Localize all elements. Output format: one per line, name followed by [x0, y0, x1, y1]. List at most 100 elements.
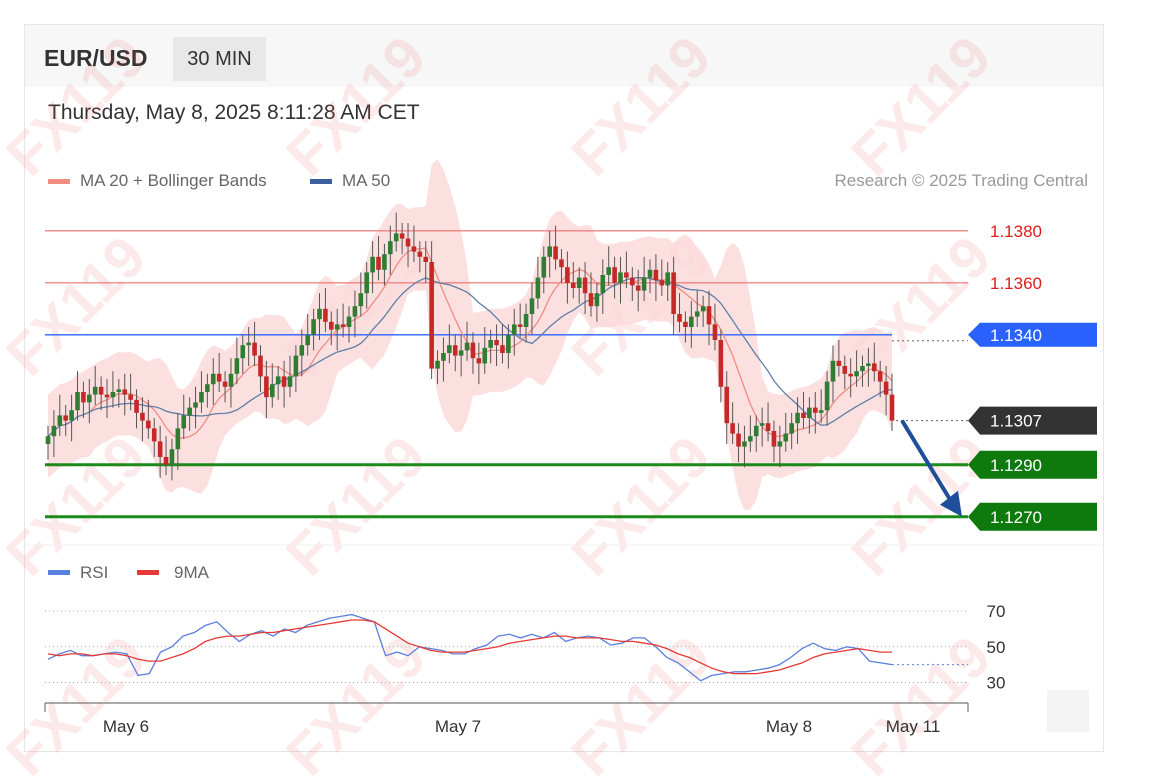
- ma20-line: [47, 247, 893, 439]
- candle-body: [382, 254, 387, 270]
- candle: [807, 397, 812, 434]
- forecast-arrow-head: [940, 490, 962, 517]
- candle-body: [122, 389, 128, 395]
- candle: [181, 394, 187, 439]
- candle-body: [388, 241, 393, 255]
- candle-body: [110, 392, 116, 398]
- candle: [246, 327, 251, 366]
- candle: [659, 259, 665, 296]
- candle-body: [848, 373, 853, 377]
- candle: [116, 379, 122, 408]
- candle-body: [482, 347, 488, 364]
- rsi-ma-legend-label: 9MA: [174, 563, 210, 582]
- x-tick-label: May 6: [103, 717, 149, 736]
- candle: [104, 379, 110, 418]
- candle-body: [264, 376, 269, 398]
- candle: [134, 389, 139, 429]
- candle: [146, 399, 151, 439]
- candle-body: [51, 425, 57, 437]
- candle-body: [641, 277, 647, 291]
- candle: [771, 420, 777, 463]
- timeframe-badge[interactable]: 30 MIN: [173, 37, 266, 81]
- level-tag-current: [968, 406, 1097, 435]
- candle: [647, 259, 653, 294]
- candle: [423, 241, 429, 283]
- candle: [452, 334, 458, 372]
- candle-body: [240, 345, 246, 359]
- candle-body: [612, 267, 617, 283]
- candle-body: [352, 306, 358, 317]
- candle-body: [429, 262, 434, 369]
- candle: [458, 334, 464, 377]
- candle: [736, 423, 741, 463]
- candle-body: [683, 321, 688, 327]
- rsi-legend-label: RSI: [80, 563, 108, 582]
- candle: [364, 262, 370, 309]
- candle-body: [824, 381, 830, 411]
- candle-body: [92, 386, 98, 395]
- candle: [234, 337, 240, 385]
- candle: [157, 425, 163, 478]
- candle-body: [795, 412, 800, 424]
- candle-body: [594, 293, 600, 307]
- candle-body: [724, 386, 730, 424]
- candle: [75, 371, 80, 421]
- candle: [871, 342, 877, 382]
- candle-body: [523, 314, 529, 327]
- candle: [169, 438, 175, 481]
- candle: [535, 256, 541, 309]
- candle: [441, 337, 446, 382]
- candle-body: [376, 256, 381, 270]
- candle-body: [470, 342, 476, 359]
- candle-body: [842, 366, 848, 374]
- candle-body: [529, 298, 535, 314]
- level-label-pivot: 1.1340: [990, 326, 1042, 345]
- candle: [352, 290, 358, 338]
- candle: [824, 371, 830, 426]
- candle: [730, 402, 735, 444]
- candle-body: [63, 415, 69, 421]
- watermark-text: FX119: [0, 624, 158, 779]
- candle-body: [659, 280, 665, 286]
- candle-body: [488, 340, 493, 348]
- candle: [500, 324, 505, 364]
- candle-body: [405, 238, 411, 247]
- candle: [541, 246, 547, 294]
- candle: [488, 329, 493, 364]
- level-label-resistance: 1.1360: [990, 274, 1042, 293]
- candle-body: [435, 360, 440, 369]
- candle-body: [140, 412, 145, 421]
- candle-body: [618, 272, 623, 283]
- candle-body: [87, 394, 92, 403]
- candle-body: [559, 259, 564, 268]
- candle: [417, 241, 423, 273]
- candle: [175, 412, 181, 470]
- candle-body: [830, 360, 836, 382]
- candle-body: [98, 386, 104, 395]
- candle: [783, 412, 789, 452]
- candle: [718, 329, 724, 403]
- rsi-line: [47, 613, 893, 682]
- pair-title: EUR/USD: [44, 45, 148, 71]
- candle-body: [700, 306, 706, 312]
- candle-body: [187, 407, 192, 416]
- candle: [683, 311, 688, 343]
- candle-body: [447, 345, 452, 353]
- candle: [635, 269, 641, 312]
- candle-body: [500, 345, 505, 353]
- candle: [98, 376, 104, 411]
- candle: [269, 363, 275, 408]
- candle-body: [771, 431, 777, 447]
- candle: [812, 392, 818, 434]
- forecast-arrow-shaft: [900, 419, 954, 504]
- candle-body: [517, 324, 523, 327]
- candle: [748, 415, 753, 452]
- candle: [163, 436, 169, 476]
- rsi-tick-label: 70: [987, 602, 1006, 621]
- candle: [795, 397, 800, 444]
- candle: [92, 366, 98, 405]
- ma20-swatch: [48, 178, 70, 184]
- candle-body: [317, 308, 322, 320]
- candle: [529, 282, 535, 335]
- candle-body: [205, 384, 210, 392]
